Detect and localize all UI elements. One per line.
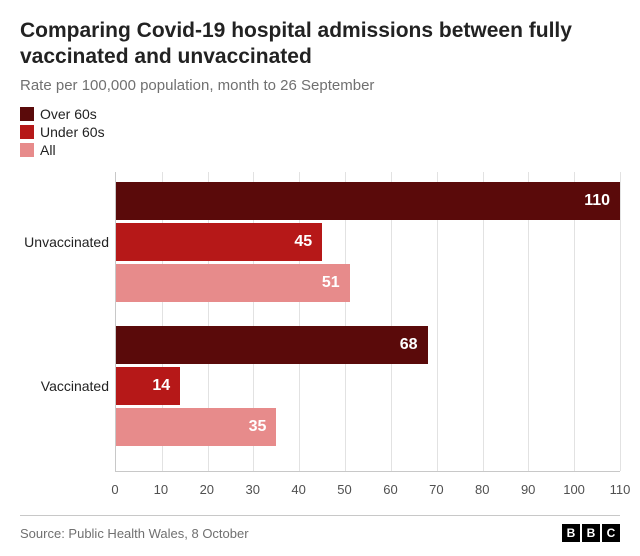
x-tick-label: 30: [245, 482, 259, 497]
category-label: Unvaccinated: [24, 234, 109, 250]
bar-value-label: 51: [322, 274, 340, 292]
plot-area: 110 45 51 68 14 35: [115, 172, 620, 472]
chart-title: Comparing Covid-19 hospital admissions b…: [20, 18, 620, 71]
x-tick-label: 60: [383, 482, 397, 497]
x-tick-label: 50: [337, 482, 351, 497]
x-tick-label: 80: [475, 482, 489, 497]
x-tick-label: 20: [200, 482, 214, 497]
legend: Over 60s Under 60s All: [20, 106, 620, 158]
x-axis: 0102030405060708090100110: [115, 478, 620, 502]
legend-swatch: [20, 107, 34, 121]
x-tick-label: 70: [429, 482, 443, 497]
bbc-logo: BBC: [562, 524, 620, 542]
chart-area: Unvaccinated Vaccinated 110 45 51 68 14 35: [20, 172, 620, 472]
bar-value-label: 14: [152, 377, 170, 395]
bar: 35: [116, 408, 276, 446]
x-tick-label: 100: [563, 482, 585, 497]
x-tick-label: 10: [154, 482, 168, 497]
bar-value-label: 35: [249, 418, 267, 436]
bar-value-label: 45: [294, 233, 312, 251]
x-tick-label: 0: [111, 482, 118, 497]
bar: 14: [116, 367, 180, 405]
bar: 51: [116, 264, 350, 302]
bbc-logo-block: B: [562, 524, 580, 542]
source-text: Source: Public Health Wales, 8 October: [20, 526, 249, 541]
chart-subtitle: Rate per 100,000 population, month to 26…: [20, 77, 620, 94]
y-axis-labels: Unvaccinated Vaccinated: [20, 172, 115, 472]
legend-label: Under 60s: [40, 124, 105, 140]
x-tick-label: 40: [291, 482, 305, 497]
gridline: [620, 172, 621, 471]
legend-label: All: [40, 142, 56, 158]
legend-swatch: [20, 125, 34, 139]
bbc-logo-block: C: [602, 524, 620, 542]
bar: 110: [116, 182, 620, 220]
legend-item: All: [20, 142, 620, 158]
bar-value-label: 110: [584, 192, 610, 210]
category-label: Vaccinated: [41, 378, 109, 394]
legend-item: Under 60s: [20, 124, 620, 140]
bbc-logo-block: B: [582, 524, 600, 542]
legend-item: Over 60s: [20, 106, 620, 122]
legend-swatch: [20, 143, 34, 157]
x-tick-label: 90: [521, 482, 535, 497]
bar-value-label: 68: [400, 336, 418, 354]
bar: 68: [116, 326, 428, 364]
legend-label: Over 60s: [40, 106, 97, 122]
x-tick-label: 110: [610, 482, 631, 497]
chart-footer: Source: Public Health Wales, 8 October B…: [20, 515, 620, 542]
bar: 45: [116, 223, 322, 261]
